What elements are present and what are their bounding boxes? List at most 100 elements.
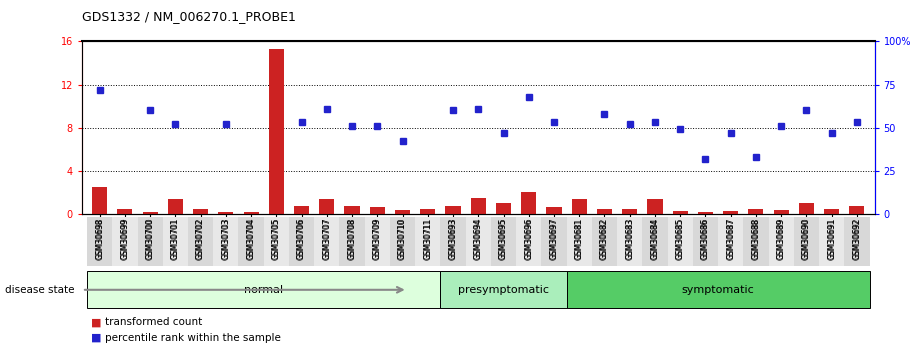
Bar: [118, 208, 132, 214]
Text: ■: ■: [91, 317, 102, 327]
Bar: [642, 217, 668, 266]
Text: ■: ■: [91, 333, 102, 343]
Bar: [163, 217, 188, 266]
Text: GSM30700: GSM30700: [146, 217, 155, 259]
Bar: [294, 206, 309, 214]
Bar: [370, 207, 384, 214]
Bar: [819, 217, 844, 266]
Text: GSM30700: GSM30700: [146, 218, 155, 260]
Text: GSM30685: GSM30685: [676, 218, 685, 260]
Text: percentile rank within the sample: percentile rank within the sample: [105, 333, 281, 343]
Bar: [648, 199, 662, 214]
Text: GSM30697: GSM30697: [549, 217, 558, 259]
Text: GSM30691: GSM30691: [827, 218, 836, 260]
Bar: [112, 217, 138, 266]
Text: GSM30698: GSM30698: [95, 218, 104, 260]
Text: GSM30696: GSM30696: [524, 217, 533, 259]
Bar: [718, 217, 743, 266]
Bar: [567, 217, 592, 266]
Text: GSM30704: GSM30704: [247, 217, 256, 259]
Text: GSM30702: GSM30702: [196, 218, 205, 260]
Bar: [521, 193, 537, 214]
Bar: [466, 217, 491, 266]
Bar: [92, 187, 107, 214]
Text: GSM30702: GSM30702: [196, 217, 205, 259]
Bar: [547, 207, 561, 214]
Bar: [769, 217, 793, 266]
Bar: [188, 217, 213, 266]
Text: GSM30708: GSM30708: [348, 218, 356, 260]
Text: GSM30694: GSM30694: [474, 217, 483, 259]
Bar: [138, 217, 163, 266]
Text: GSM30701: GSM30701: [171, 218, 179, 260]
Text: GSM30697: GSM30697: [549, 218, 558, 260]
Bar: [773, 209, 789, 214]
Bar: [597, 208, 612, 214]
Bar: [471, 198, 486, 214]
Text: GSM30699: GSM30699: [120, 218, 129, 260]
Bar: [541, 217, 567, 266]
Bar: [693, 217, 718, 266]
Text: GSM30687: GSM30687: [726, 217, 735, 259]
Text: GSM30692: GSM30692: [853, 217, 862, 259]
Text: GSM30682: GSM30682: [600, 218, 609, 260]
Bar: [390, 217, 415, 266]
Bar: [668, 217, 693, 266]
Bar: [263, 217, 289, 266]
Bar: [219, 212, 233, 214]
Bar: [239, 217, 263, 266]
Text: GSM30696: GSM30696: [524, 218, 533, 260]
Text: GSM30683: GSM30683: [625, 217, 634, 259]
Bar: [344, 206, 360, 214]
Text: GSM30706: GSM30706: [297, 217, 306, 259]
Text: GSM30681: GSM30681: [575, 217, 584, 259]
Text: GSM30688: GSM30688: [752, 217, 761, 259]
Text: disease state: disease state: [5, 285, 74, 295]
Bar: [87, 271, 440, 308]
Text: GSM30705: GSM30705: [271, 218, 281, 260]
Text: GSM30692: GSM30692: [853, 218, 862, 260]
Bar: [364, 217, 390, 266]
Text: GSM30710: GSM30710: [398, 217, 407, 259]
Bar: [420, 208, 435, 214]
Text: GSM30711: GSM30711: [424, 218, 433, 260]
Text: GSM30699: GSM30699: [120, 217, 129, 259]
Text: transformed count: transformed count: [105, 317, 202, 327]
Bar: [799, 203, 814, 214]
Bar: [567, 271, 869, 308]
Text: GSM30709: GSM30709: [373, 217, 382, 259]
Text: GSM30710: GSM30710: [398, 218, 407, 260]
Text: GSM30686: GSM30686: [701, 217, 710, 259]
Bar: [592, 217, 617, 266]
Text: GSM30686: GSM30686: [701, 218, 710, 260]
Bar: [849, 206, 865, 214]
Text: GSM30711: GSM30711: [424, 217, 433, 259]
Text: GSM30695: GSM30695: [499, 217, 508, 259]
Text: normal: normal: [244, 285, 283, 295]
Text: symptomatic: symptomatic: [681, 285, 754, 295]
Text: GSM30693: GSM30693: [448, 217, 457, 259]
Text: GSM30689: GSM30689: [777, 218, 785, 260]
Bar: [243, 212, 259, 214]
Text: GSM30690: GSM30690: [802, 217, 811, 259]
Bar: [617, 217, 642, 266]
Text: GSM30693: GSM30693: [448, 218, 457, 260]
Text: GSM30694: GSM30694: [474, 218, 483, 260]
Bar: [314, 217, 340, 266]
Text: GSM30691: GSM30691: [827, 217, 836, 259]
Text: GSM30707: GSM30707: [322, 218, 332, 260]
Bar: [440, 271, 567, 308]
Bar: [572, 199, 587, 214]
Text: GSM30683: GSM30683: [625, 218, 634, 260]
Text: GSM30703: GSM30703: [221, 218, 230, 260]
Bar: [395, 209, 410, 214]
Text: GSM30690: GSM30690: [802, 218, 811, 260]
Text: GDS1332 / NM_006270.1_PROBE1: GDS1332 / NM_006270.1_PROBE1: [82, 10, 296, 23]
Bar: [743, 217, 769, 266]
Bar: [491, 217, 517, 266]
Text: GSM30707: GSM30707: [322, 217, 332, 259]
Text: GSM30687: GSM30687: [726, 218, 735, 260]
Bar: [340, 217, 364, 266]
Text: GSM30701: GSM30701: [171, 217, 179, 259]
Text: GSM30698: GSM30698: [95, 217, 104, 259]
